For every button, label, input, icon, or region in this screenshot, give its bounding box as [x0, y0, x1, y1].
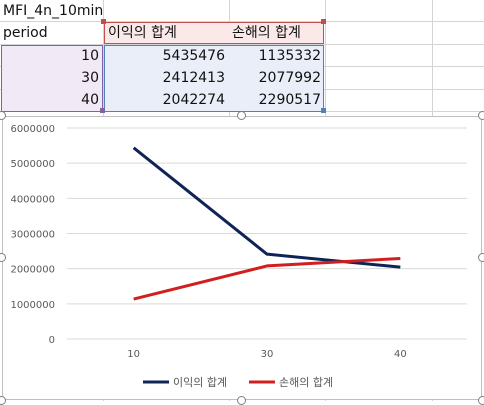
legend-entry: 손해의 합계: [279, 375, 333, 389]
y-tick-label: 0: [49, 335, 55, 346]
row-divider: [0, 21, 484, 22]
series-line: [132, 146, 401, 269]
period-range-highlight: [1, 45, 103, 112]
x-tick-label: 30: [261, 349, 274, 360]
chart-resize-handle[interactable]: [0, 253, 6, 262]
data-point: [132, 298, 135, 301]
period-cell[interactable]: 30: [81, 70, 99, 86]
series-name-range-highlight: [104, 22, 324, 44]
chart-resize-handle[interactable]: [478, 111, 484, 120]
range-resize-handle[interactable]: [100, 108, 105, 113]
data-point: [266, 253, 269, 256]
title-cell[interactable]: MFI_4n_10min: [3, 3, 104, 19]
data-point: [399, 266, 402, 269]
y-tick-label: 6000000: [10, 124, 55, 135]
series-line: [133, 256, 401, 301]
data-point: [399, 257, 402, 260]
y-tick-label: 1000000: [10, 300, 55, 311]
header-profit-cell[interactable]: 이익의 합계: [108, 25, 177, 41]
profit-cell[interactable]: 2412413: [162, 70, 225, 86]
chart-plot-area: 6000000 5000000 4000000 3000000 2000000 10000…: [10, 124, 467, 389]
profit-cell[interactable]: 2042274: [162, 92, 225, 108]
range-resize-handle[interactable]: [101, 19, 106, 24]
y-tick-label: 5000000: [10, 159, 55, 170]
header-loss-cell[interactable]: 손해의 합계: [232, 25, 301, 41]
loss-cell[interactable]: 1135332: [258, 48, 321, 64]
loss-cell[interactable]: 2077992: [258, 70, 321, 86]
row-divider: [0, 44, 484, 45]
y-tick-label: 3000000: [10, 230, 55, 241]
chart-resize-handle[interactable]: [0, 111, 6, 120]
x-tick-label: 40: [394, 349, 407, 360]
range-resize-handle[interactable]: [321, 108, 326, 113]
line-chart[interactable]: 6000000 5000000 4000000 3000000 2000000 10000…: [2, 116, 482, 400]
y-tick-label: 2000000: [10, 265, 55, 276]
period-cell[interactable]: 40: [81, 92, 99, 108]
chart-resize-handle[interactable]: [237, 111, 246, 120]
y-tick-label: 4000000: [10, 194, 55, 205]
data-point: [132, 146, 135, 149]
legend-entry: 이익의 합계: [173, 376, 227, 389]
values-range-highlight: [104, 45, 324, 112]
chart-resize-handle[interactable]: [478, 253, 484, 262]
period-cell[interactable]: 10: [81, 48, 99, 64]
header-period-cell[interactable]: period: [3, 25, 48, 41]
range-resize-handle[interactable]: [321, 19, 326, 24]
x-tick-label: 10: [127, 349, 140, 360]
data-point: [266, 264, 269, 267]
loss-cell[interactable]: 2290517: [258, 92, 321, 108]
profit-cell[interactable]: 5435476: [162, 48, 225, 64]
